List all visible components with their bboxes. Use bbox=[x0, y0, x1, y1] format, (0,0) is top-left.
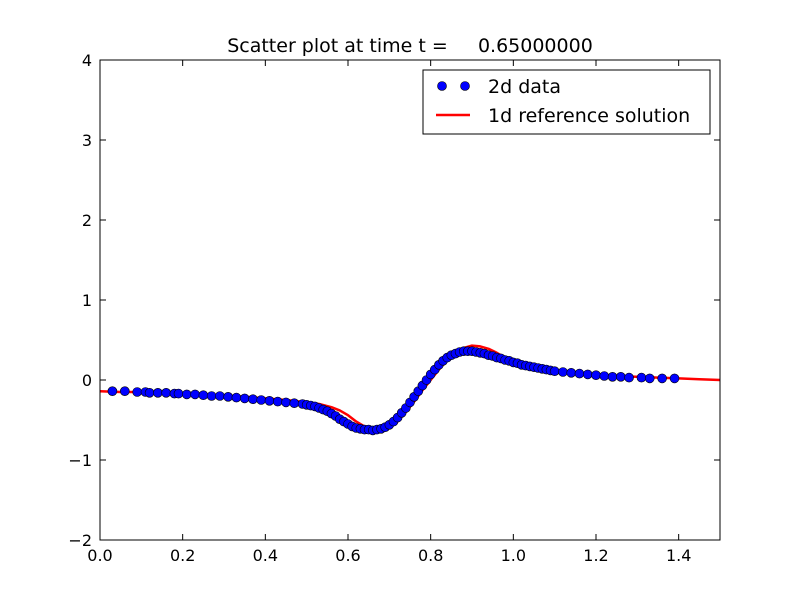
chart-title: Scatter plot at time t = 0.65000000 bbox=[227, 35, 593, 57]
data-point bbox=[120, 386, 130, 397]
x-tick-label: 0.4 bbox=[253, 546, 278, 565]
x-tick-label: 0.2 bbox=[170, 546, 195, 565]
data-point bbox=[182, 389, 192, 400]
data-point bbox=[281, 397, 291, 408]
points-layer bbox=[107, 346, 680, 436]
plot-frame bbox=[99, 59, 721, 541]
x-tick-label: 0.8 bbox=[418, 546, 443, 565]
x-tick-label: 1.4 bbox=[666, 546, 691, 565]
x-tick-label: 0.6 bbox=[335, 546, 360, 565]
y-tick-label: −1 bbox=[68, 451, 92, 470]
data-point bbox=[636, 372, 647, 383]
data-point bbox=[607, 371, 618, 382]
data-point bbox=[289, 398, 300, 409]
data-point bbox=[599, 371, 610, 381]
x-tick-label: 1.0 bbox=[501, 546, 526, 565]
y-tick-label: −2 bbox=[68, 531, 92, 550]
data-point bbox=[591, 370, 601, 381]
data-point bbox=[223, 391, 233, 402]
data-point bbox=[107, 386, 118, 397]
y-tick-label: 4 bbox=[82, 51, 92, 70]
data-point bbox=[215, 391, 225, 401]
data-point bbox=[256, 395, 267, 405]
data-point bbox=[615, 371, 626, 382]
data-point bbox=[173, 388, 184, 399]
data-point bbox=[558, 367, 568, 377]
data-point bbox=[153, 387, 163, 398]
y-tick-label: 1 bbox=[82, 291, 92, 310]
y-tick-label: 0 bbox=[82, 371, 92, 390]
data-point bbox=[644, 373, 655, 384]
data-point bbox=[264, 395, 275, 406]
data-point bbox=[198, 390, 209, 401]
legend-marker-2d-data bbox=[460, 81, 470, 91]
data-point bbox=[239, 393, 250, 404]
data-point bbox=[657, 373, 667, 384]
data-point bbox=[624, 372, 634, 383]
data-point bbox=[566, 367, 577, 378]
data-point bbox=[669, 373, 680, 384]
data-point bbox=[144, 387, 155, 398]
data-point bbox=[549, 366, 560, 377]
legend: 2d data 1d reference solution bbox=[422, 69, 711, 135]
data-point bbox=[272, 396, 283, 407]
y-tick-label: 3 bbox=[82, 131, 92, 150]
data-point bbox=[161, 387, 171, 398]
x-tick-label: 1.2 bbox=[583, 546, 608, 565]
plot-area bbox=[100, 60, 720, 540]
data-point bbox=[231, 392, 242, 403]
data-point bbox=[574, 368, 585, 379]
legend-label-reference: 1d reference solution bbox=[488, 105, 690, 127]
y-tick-label: 2 bbox=[82, 211, 92, 230]
data-point bbox=[190, 389, 200, 400]
data-point bbox=[206, 391, 217, 401]
data-point bbox=[132, 387, 142, 397]
legend-box bbox=[422, 69, 711, 135]
data-point bbox=[248, 394, 258, 405]
data-point bbox=[582, 369, 593, 380]
legend-label-2d-data: 2d data bbox=[488, 76, 561, 98]
ticks-layer: 0.0 0.2 0.4 0.6 0.8 1.0 1.2 1.4 −2 −1 0 1 2 3 4 bbox=[68, 51, 720, 565]
x-tick-label: 0.0 bbox=[87, 546, 112, 565]
legend-marker-2d-data bbox=[437, 81, 447, 91]
